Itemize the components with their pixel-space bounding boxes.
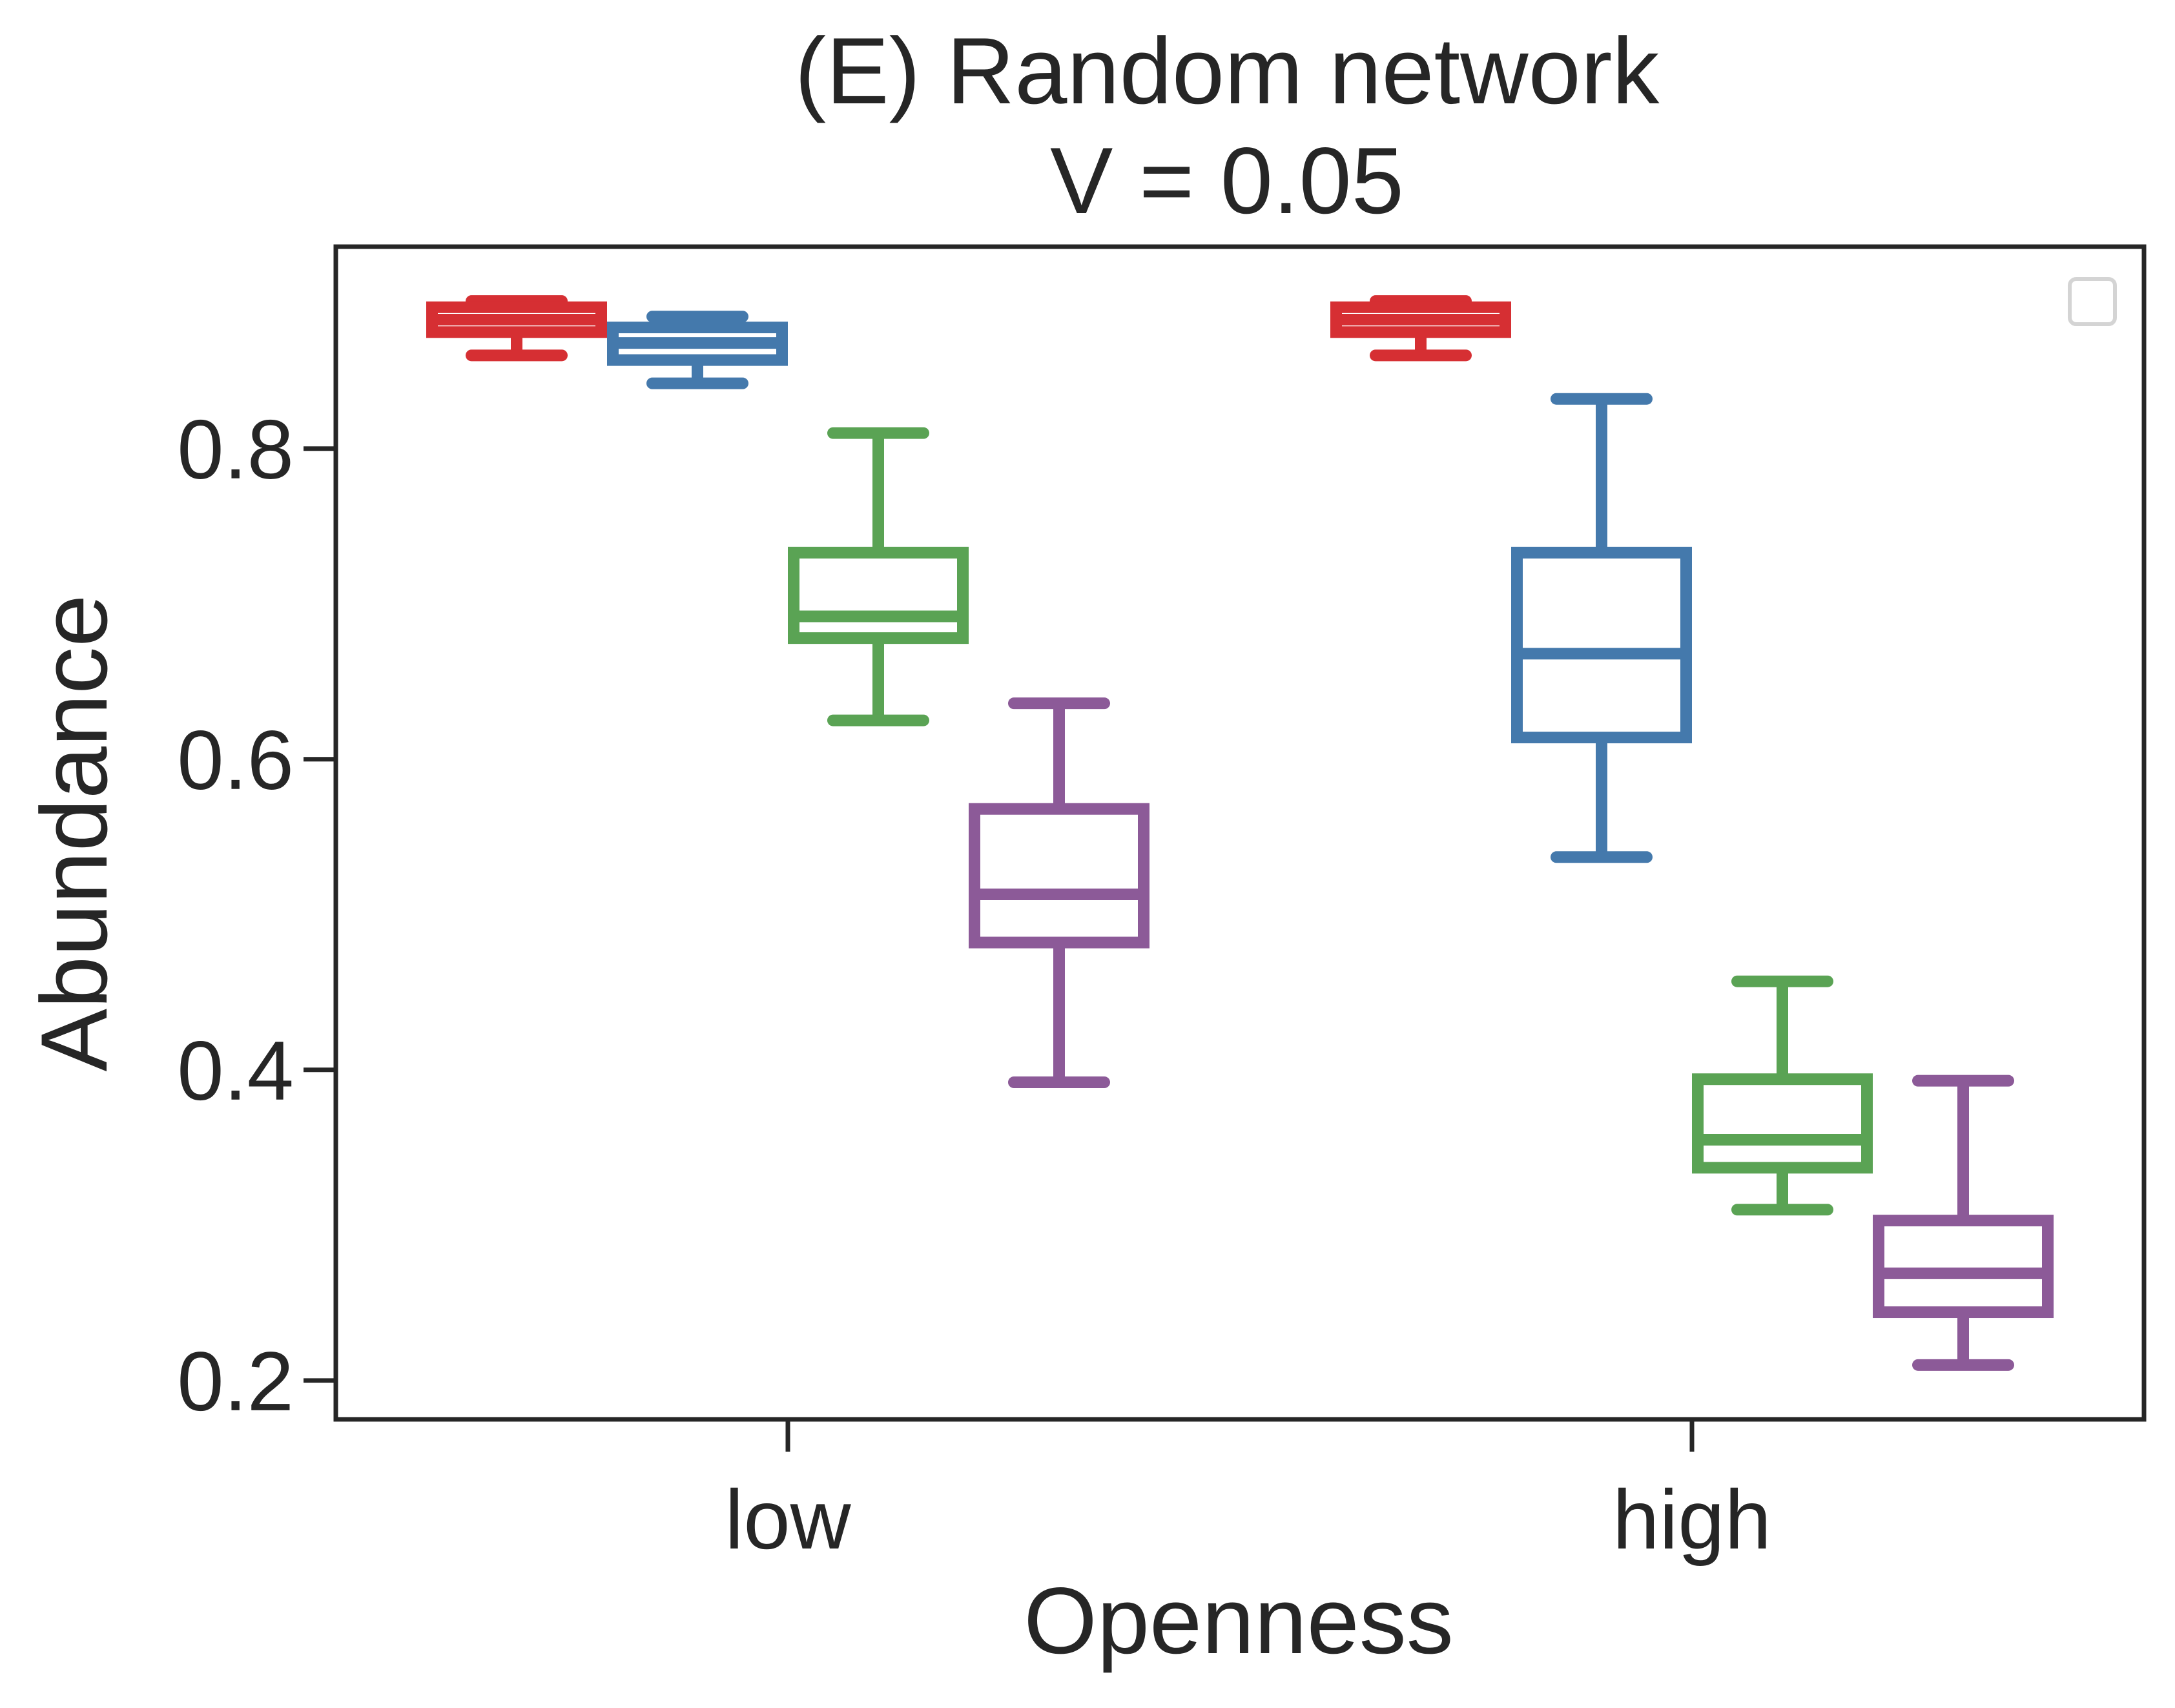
box-iqr	[788, 546, 969, 644]
box-0-low	[426, 295, 607, 362]
box-2-low	[788, 427, 969, 726]
x-axis-label: Openness	[1024, 1568, 1454, 1673]
box-iqr	[1873, 1215, 2054, 1319]
box-2-high	[1692, 975, 1873, 1216]
plot-area	[426, 295, 2054, 1371]
box-3-low	[969, 697, 1149, 1089]
box-3-high	[1873, 1075, 2054, 1371]
axes: 0.2 0.4 0.6 0.8 low high	[177, 402, 1771, 1567]
box-iqr	[1692, 1073, 1873, 1174]
y-tick-label: 0.2	[177, 1334, 294, 1428]
x-tick-label-low: low	[725, 1472, 851, 1567]
plot-frame	[333, 244, 2147, 1422]
chart-subtitle: V = 0.05	[1050, 128, 1404, 233]
legend-box	[2068, 277, 2117, 326]
box-iqr	[969, 803, 1149, 949]
y-tick-label: 0.8	[177, 402, 294, 497]
y-tick-label: 0.4	[177, 1024, 294, 1118]
box-iqr	[1511, 546, 1692, 744]
y-axis-label: Abundance	[21, 595, 127, 1072]
box-1-high	[1511, 393, 1692, 863]
box-1-low	[607, 311, 788, 389]
x-tick-label-high: high	[1613, 1472, 1771, 1567]
box-0-high	[1330, 295, 1511, 362]
y-tick-label: 0.6	[177, 713, 294, 807]
chart-title: (E) Random network	[795, 18, 1660, 123]
